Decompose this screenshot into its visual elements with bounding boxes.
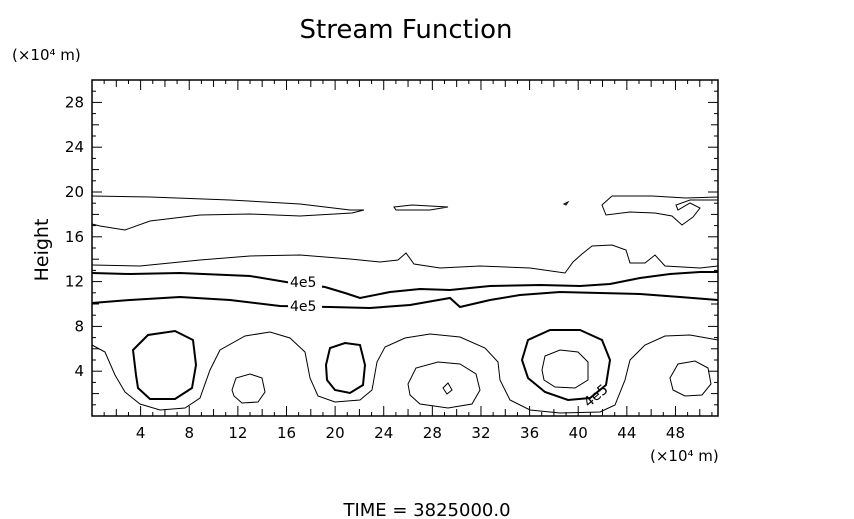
y-tick-label: 4 [74, 362, 84, 380]
x-tick-label: 36 [520, 424, 539, 442]
x-tick-label: 44 [617, 424, 636, 442]
plot-frame [91, 79, 719, 417]
contour-label: 4e5 [581, 382, 612, 411]
contour-lines [91, 195, 719, 414]
contour-line [407, 361, 481, 409]
contour-line [91, 271, 718, 300]
contour-line [541, 349, 589, 389]
x-tick-label: 40 [569, 424, 588, 442]
contour-line [601, 195, 719, 226]
contour-line [91, 244, 719, 274]
contour-label: 4e5 [290, 275, 316, 291]
x-tick-label: 20 [326, 424, 345, 442]
y-tick-label: 28 [65, 93, 84, 111]
contour-line [324, 341, 367, 395]
x-tick-label: 16 [277, 424, 296, 442]
y-tick-label: 8 [74, 317, 84, 335]
y-tick-label: 12 [65, 273, 84, 291]
time-footer: TIME = 3825000.0 [342, 500, 510, 519]
x-tick-label: 4 [136, 424, 146, 442]
contour-line [562, 200, 570, 206]
x-tick-label: 8 [184, 424, 194, 442]
x-tick-label: 24 [374, 424, 393, 442]
contour-line [393, 204, 449, 211]
contour-line [231, 373, 266, 404]
y-tick-label: 20 [65, 183, 84, 201]
x-tick-label: 32 [471, 424, 490, 442]
contour-label: 4e5 [290, 299, 316, 315]
contour-line [91, 195, 365, 231]
contour-line [131, 329, 198, 400]
x-tick-label: 28 [423, 424, 442, 442]
y-tick-label: 24 [65, 138, 84, 156]
y-unit-label: (×10⁴ m) [12, 46, 81, 64]
contour-line [520, 329, 612, 402]
chart-title: Stream Function [300, 15, 513, 45]
contour-line [91, 331, 719, 414]
y-tick-label: 16 [65, 228, 84, 246]
x-tick-label: 12 [228, 424, 247, 442]
contour-line [91, 290, 719, 310]
contour-line [442, 382, 453, 395]
x-tick-label: 48 [666, 424, 685, 442]
x-unit-label: (×10⁴ m) [650, 447, 719, 465]
y-axis-label: Height [31, 219, 53, 282]
contour-line [669, 360, 712, 397]
